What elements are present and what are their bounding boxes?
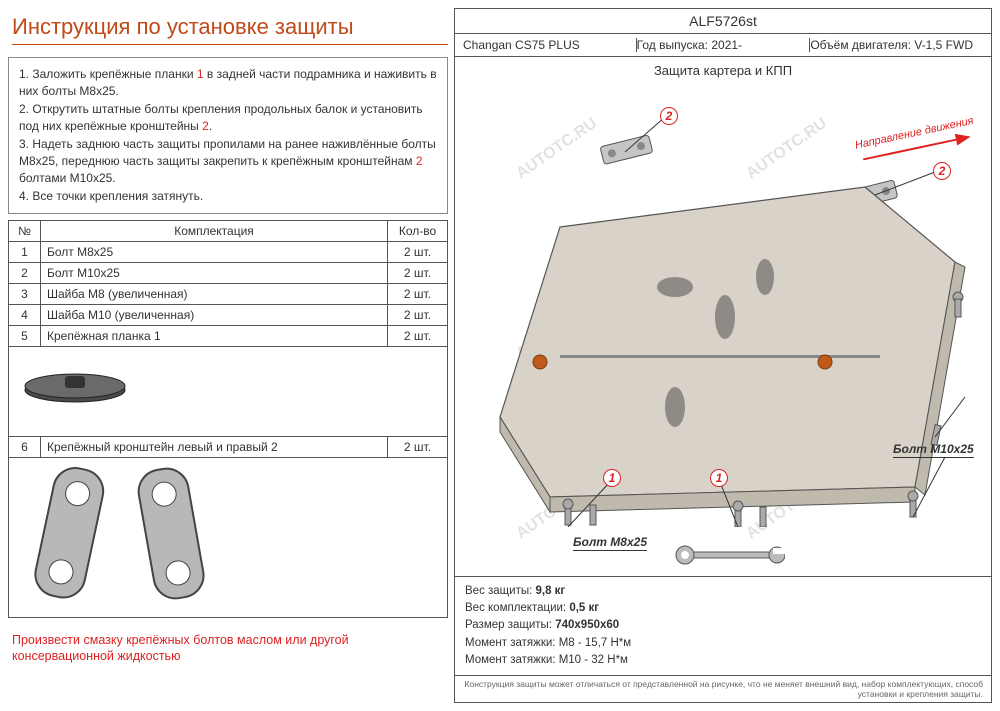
table-row: 3Шайба М8 (увеличенная)2 шт. xyxy=(9,284,448,305)
cell-num: 4 xyxy=(9,305,41,326)
callout-1a: 1 xyxy=(603,469,621,487)
left-column: Инструкция по установке защиты 1. Заложи… xyxy=(8,8,448,703)
table-header: № Комплектация Кол-во xyxy=(9,221,448,242)
drawing-area: Защита картера и КПП Направление движени… xyxy=(455,57,991,576)
cell-name: Крепёжный кронштейн левый и правый 2 xyxy=(41,437,388,458)
cell-num: 3 xyxy=(9,284,41,305)
cell-num: 1 xyxy=(9,242,41,263)
model: Changan CS75 PLUS xyxy=(463,38,637,52)
specs-block: Вес защиты: 9,8 кг Вес комплектации: 0,5… xyxy=(455,576,991,675)
spec-torque-m8: Момент затяжки: M8 - 15,7 Н*м xyxy=(465,635,981,652)
spec-torque-m10: Момент затяжки: M10 - 32 Н*м xyxy=(465,652,981,669)
footer-disclaimer: Конструкция защиты может отличаться от п… xyxy=(455,675,991,702)
vehicle-info-row: Changan CS75 PLUS Год выпуска: 2021- Объ… xyxy=(455,34,991,57)
cell-qty: 2 шт. xyxy=(388,242,448,263)
cell-num: 5 xyxy=(9,326,41,347)
cell-name: Болт М8х25 xyxy=(41,242,388,263)
callout-2b: 2 xyxy=(933,162,951,180)
right-column: ALF5726st Changan CS75 PLUS Год выпуска:… xyxy=(454,8,992,703)
callout-1b: 1 xyxy=(710,469,728,487)
engine-value: V-1,5 FWD xyxy=(914,38,973,52)
drawing-frame: ALF5726st Changan CS75 PLUS Год выпуска:… xyxy=(454,8,992,703)
col-name: Комплектация xyxy=(41,221,388,242)
cell-qty: 2 шт. xyxy=(388,284,448,305)
page: AUTOTC.RU AUTOTC.RU AUTOTC.RU AUTOTC.RU … xyxy=(0,0,1000,711)
col-qty: Кол-во xyxy=(388,221,448,242)
cell-qty: 2 шт. xyxy=(388,305,448,326)
instructions-box: 1. Заложить крепёжные планки 1 в задней … xyxy=(8,57,448,214)
parts-table: № Комплектация Кол-во 1Болт М8х252 шт.2Б… xyxy=(8,220,448,618)
year-value: 2021- xyxy=(711,38,742,52)
table-row-img xyxy=(9,458,448,618)
table-row: 6Крепёжный кронштейн левый и правый 22 ш… xyxy=(9,437,448,458)
cell-qty: 2 шт. xyxy=(388,326,448,347)
table-row-img xyxy=(9,347,448,437)
drawing-title: Защита картера и КПП xyxy=(455,63,991,78)
year-label: Год выпуска: xyxy=(637,38,708,52)
year-cell: Год выпуска: 2021- xyxy=(637,38,811,52)
col-num: № xyxy=(9,221,41,242)
part-image-cell xyxy=(9,458,448,618)
table-row: 2Болт М10х252 шт. xyxy=(9,263,448,284)
table-row: 5Крепёжная планка 12 шт. xyxy=(9,326,448,347)
cell-name: Болт М10х25 xyxy=(41,263,388,284)
spec-size: Размер защиты: 740x950x60 xyxy=(465,617,981,634)
brackets-icon xyxy=(15,461,235,611)
table-row: 1Болт М8х252 шт. xyxy=(9,242,448,263)
page-title: Инструкция по установке защиты xyxy=(12,14,448,45)
spec-weight: Вес защиты: 9,8 кг xyxy=(465,583,981,600)
callout-2a: 2 xyxy=(660,107,678,125)
cell-qty: 2 шт. xyxy=(388,437,448,458)
bolt-label-m8: Болт М8х25 xyxy=(573,535,647,551)
cell-num: 2 xyxy=(9,263,41,284)
cell-num: 6 xyxy=(9,437,41,458)
cell-qty: 2 шт. xyxy=(388,263,448,284)
engine-label: Объём двигателя: xyxy=(810,38,911,52)
part-image-cell xyxy=(9,347,448,437)
lubrication-note: Произвести смазку крепёжных болтов масло… xyxy=(8,632,448,665)
spec-kit-weight: Вес комплектации: 0,5 кг xyxy=(465,600,981,617)
bolt-label-m10: Болт М10x25 xyxy=(893,442,974,458)
cell-name: Шайба М8 (увеличенная) xyxy=(41,284,388,305)
plank-icon xyxy=(15,370,135,410)
part-number: ALF5726st xyxy=(455,9,991,34)
table-row: 4Шайба М10 (увеличенная)2 шт. xyxy=(9,305,448,326)
cell-name: Крепёжная планка 1 xyxy=(41,326,388,347)
engine-cell: Объём двигателя: V-1,5 FWD xyxy=(810,38,983,52)
cell-name: Шайба М10 (увеличенная) xyxy=(41,305,388,326)
skid-plate-drawing xyxy=(465,87,985,527)
wrench-icon xyxy=(675,544,785,566)
